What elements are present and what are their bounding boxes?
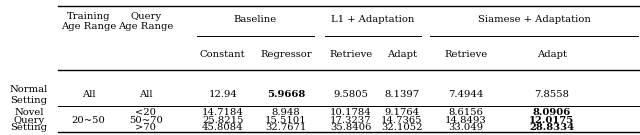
- Text: Setting: Setting: [10, 123, 47, 132]
- Text: 32.1052: 32.1052: [381, 123, 422, 132]
- Text: 35.8406: 35.8406: [330, 123, 371, 132]
- Text: Adapt: Adapt: [387, 50, 417, 59]
- Text: Retrieve: Retrieve: [329, 50, 372, 59]
- Text: Adapt: Adapt: [537, 50, 566, 59]
- Text: 9.1764: 9.1764: [385, 108, 419, 117]
- Text: 8.6156: 8.6156: [449, 108, 483, 117]
- Text: 33.049: 33.049: [449, 123, 483, 132]
- Text: Constant: Constant: [200, 50, 246, 59]
- Text: 14.7184: 14.7184: [202, 108, 244, 117]
- Text: Retrieve: Retrieve: [444, 50, 488, 59]
- Text: 12.0175: 12.0175: [529, 116, 574, 125]
- Text: Normal: Normal: [10, 85, 48, 94]
- Text: L1 + Adaptation: L1 + Adaptation: [332, 15, 415, 24]
- Text: 28.8334: 28.8334: [529, 123, 574, 132]
- Text: Training
Age Range: Training Age Range: [61, 12, 116, 31]
- Text: 14.8493: 14.8493: [445, 116, 487, 125]
- Text: Query
Age Range: Query Age Range: [118, 12, 173, 31]
- Text: 10.1784: 10.1784: [330, 108, 372, 117]
- Text: Novel: Novel: [14, 108, 44, 117]
- Text: Siamese + Adaptation: Siamese + Adaptation: [477, 15, 591, 24]
- Text: 25.8215: 25.8215: [202, 116, 243, 125]
- Text: 45.8084: 45.8084: [202, 123, 244, 132]
- Text: 8.0906: 8.0906: [532, 108, 571, 117]
- Text: Regressor: Regressor: [260, 50, 312, 59]
- Text: 8.948: 8.948: [272, 108, 300, 117]
- Text: Baseline: Baseline: [234, 15, 277, 24]
- Text: 5.9668: 5.9668: [267, 90, 305, 99]
- Text: 7.4944: 7.4944: [448, 90, 484, 99]
- Text: Setting: Setting: [10, 96, 47, 105]
- Text: Query: Query: [13, 116, 44, 125]
- Text: 8.1397: 8.1397: [385, 90, 419, 99]
- Text: 7.8558: 7.8558: [534, 90, 569, 99]
- Text: All: All: [139, 90, 153, 99]
- Text: 32.7671: 32.7671: [266, 123, 307, 132]
- Text: 20~50: 20~50: [72, 116, 105, 125]
- Text: All: All: [81, 90, 95, 99]
- Text: 50~70: 50~70: [129, 116, 163, 125]
- Text: 9.5805: 9.5805: [333, 90, 368, 99]
- Text: 14.7365: 14.7365: [381, 116, 422, 125]
- Text: 17.3237: 17.3237: [330, 116, 371, 125]
- Text: <20: <20: [136, 108, 156, 117]
- Text: 15.5101: 15.5101: [265, 116, 307, 125]
- Text: 12.94: 12.94: [208, 90, 237, 99]
- Text: >70: >70: [136, 123, 156, 132]
